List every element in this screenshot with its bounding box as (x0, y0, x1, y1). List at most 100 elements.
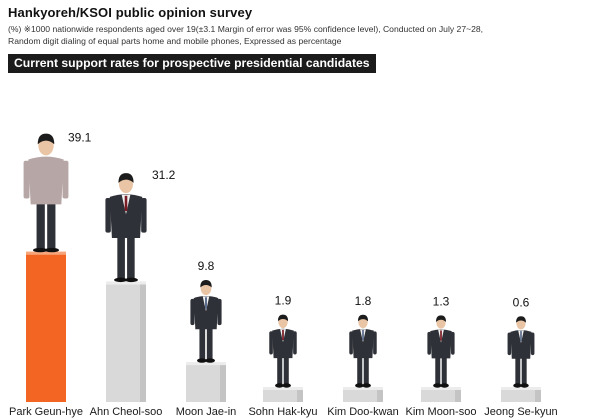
figure-torso (109, 194, 143, 239)
figure-arm (507, 332, 512, 356)
figure-shoe (282, 383, 291, 388)
figure-tie (124, 195, 128, 211)
figure-shoe (433, 383, 442, 388)
figure-arm (141, 197, 147, 233)
bar-top-2 (106, 281, 146, 285)
figure-torso (272, 328, 294, 359)
value-label-6: 1.3 (433, 294, 450, 308)
figure-hair (357, 314, 369, 322)
figure-shoe (205, 358, 216, 363)
bar-top-1 (26, 251, 66, 255)
candidate-6: 1.3 Kim Moon-soo (406, 294, 477, 418)
figure-tie (440, 330, 442, 341)
figure-shoe (196, 358, 207, 363)
figure-arm (190, 298, 195, 326)
candidate-figure-6 (427, 315, 455, 388)
bar-4 (263, 390, 303, 402)
figure-hair (37, 133, 55, 145)
figure-tie (362, 329, 364, 341)
bar-shade-3 (220, 365, 226, 402)
figure-leg (435, 354, 441, 386)
bar-shade-2 (140, 284, 146, 402)
figure-shoe (440, 383, 449, 388)
candidate-3: 9.8 Moon Jae-in (176, 259, 237, 418)
candidate-1: 39.1 Park Geun-hye (9, 131, 92, 418)
figure-torso (352, 328, 374, 359)
figure-shoe (114, 277, 128, 283)
figure-leg (283, 354, 289, 386)
figure-arm (530, 332, 535, 356)
survey-note-line-2: Random digit dialing of equal parts home… (8, 35, 342, 46)
bar-5 (343, 390, 383, 402)
value-label-4: 1.9 (275, 294, 292, 308)
candidate-figure-7 (507, 316, 535, 388)
value-label-2: 31.2 (152, 168, 176, 182)
figure-leg (127, 232, 135, 280)
figure-shoe (44, 247, 59, 253)
figure-arm (349, 331, 353, 355)
figure-arm (451, 331, 455, 355)
figure-leg (206, 325, 213, 361)
figure-leg (199, 325, 206, 361)
category-label-2: Ahn Cheol-soo (90, 406, 163, 418)
bar-top-5 (343, 387, 383, 390)
survey-note: (%) ※1000 nationwide respondents aged ov… (8, 24, 568, 47)
figure-arm (62, 160, 69, 199)
figure-leg (521, 355, 527, 386)
figure-hair (516, 316, 526, 323)
figure-hair (277, 314, 289, 322)
candidate-figure-5 (349, 314, 377, 388)
survey-note-line-1: (%) ※1000 nationwide respondents aged ov… (8, 24, 484, 34)
chart-title-bar: Current support rates for prospective pr… (8, 54, 376, 73)
figure-hair (435, 315, 447, 322)
figure-torso (510, 330, 532, 359)
figure-arm (269, 331, 273, 355)
candidate-7: 0.6 Jeong Se-kyun (484, 295, 557, 418)
figure-shoe (362, 383, 371, 388)
category-label-1: Park Geun-hye (9, 406, 83, 418)
figure-shoe (275, 383, 284, 388)
figure-torso (28, 156, 64, 205)
value-label-5: 1.8 (355, 294, 372, 308)
bar-shade-6 (455, 390, 461, 402)
figure-leg (357, 354, 363, 386)
category-label-4: Sohn Hak-kyu (248, 406, 317, 418)
bar-top-4 (263, 387, 303, 390)
value-label-1: 39.1 (68, 131, 92, 145)
candidate-2: 31.2 Ahn Cheol-soo (90, 168, 176, 418)
candidate-figure-1 (23, 133, 69, 253)
figure-hair (200, 280, 212, 288)
bar-3 (186, 365, 226, 402)
figure-hair (118, 173, 134, 183)
candidate-figure-3 (190, 280, 222, 363)
bar-top-3 (186, 362, 226, 366)
figure-tie (205, 297, 207, 309)
candidate-4: 1.9 Sohn Hak-kyu (248, 294, 317, 418)
bar-1 (26, 254, 66, 402)
bar-top-6 (421, 387, 461, 390)
figure-leg (47, 198, 56, 250)
figure-shoe (355, 383, 364, 388)
figure-leg (515, 355, 521, 386)
figure-leg (441, 354, 447, 386)
bar-6 (421, 390, 461, 402)
figure-arm (217, 298, 222, 326)
bar-shade-7 (535, 390, 541, 402)
category-label-5: Kim Doo-kwan (327, 406, 399, 418)
value-label-7: 0.6 (513, 295, 530, 309)
bar-shade-4 (297, 390, 303, 402)
figure-shoe (513, 383, 522, 388)
bar-2 (106, 284, 146, 402)
candidate-figure-2 (105, 173, 147, 283)
figure-shoe (33, 247, 48, 253)
candidate-figure-4 (269, 314, 297, 388)
figure-shoe (520, 383, 529, 388)
figure-leg (277, 354, 283, 386)
figure-arm (293, 331, 297, 355)
figure-tie (282, 329, 284, 340)
bar-shade-5 (377, 390, 383, 402)
figure-torso (430, 329, 452, 359)
figure-shoe (124, 277, 138, 283)
figure-leg (36, 198, 45, 250)
